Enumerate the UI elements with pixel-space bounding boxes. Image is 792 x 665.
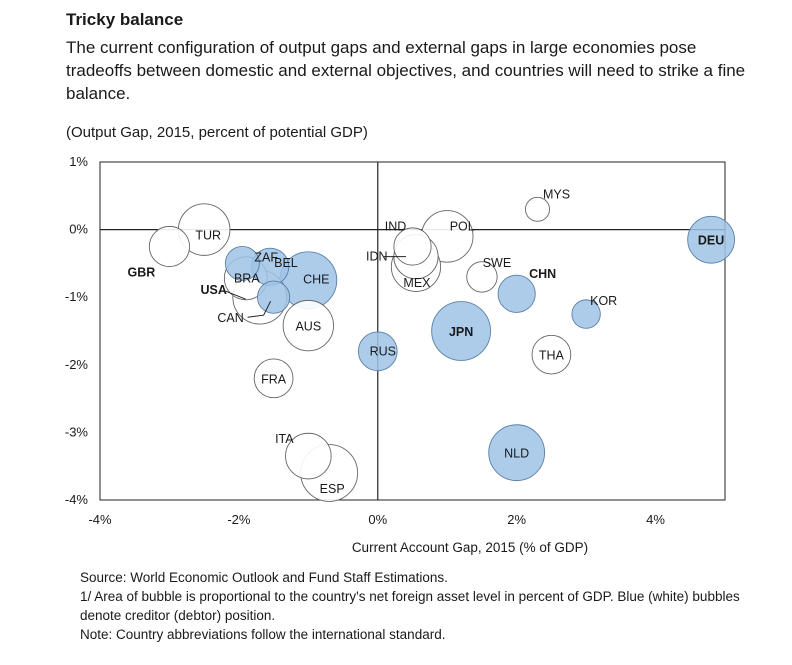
- bubble-chn: [497, 274, 536, 313]
- plot-frame: [99, 161, 726, 501]
- bubble-label-mys: MYS: [543, 187, 570, 201]
- bubble-label-can: CAN: [217, 311, 243, 325]
- bubble-can: [257, 280, 291, 314]
- bubble-mys: [525, 196, 550, 222]
- y-tick-label: -3%: [65, 424, 89, 439]
- x-tick-label: 4%: [646, 512, 665, 527]
- bubble-label-tha: THA: [539, 349, 565, 363]
- bubble-label-esp: ESP: [320, 482, 345, 496]
- axes: 1% 0% -1% -2% -3% -4% -4% -2% 0% 2% 4%: [65, 154, 725, 527]
- bubble-label-chn: CHN: [529, 267, 556, 281]
- abbreviation-note: Note: Country abbreviations follow the i…: [80, 627, 446, 642]
- bubble-label-che: CHE: [303, 272, 329, 286]
- source-note: Source: World Economic Outlook and Fund …: [80, 570, 448, 585]
- plot-border: [99, 161, 726, 501]
- y-axis-unit-note: (Output Gap, 2015, percent of potential …: [66, 124, 368, 141]
- bubble-fra: [253, 358, 294, 399]
- y-tick-label: 1%: [69, 154, 88, 169]
- x-tick-label: 0%: [368, 512, 387, 527]
- bubble-deu: [687, 215, 735, 264]
- bubble-label-swe: SWE: [483, 256, 511, 270]
- bubble-jpn: [431, 301, 492, 361]
- x-tick-label: 2%: [507, 512, 526, 527]
- x-tick-label: -4%: [88, 512, 112, 527]
- bubble-zaf: [224, 245, 260, 281]
- bubble-swe: [466, 261, 498, 293]
- leader-line-usa: [225, 290, 246, 300]
- bubble-label-zaf: ZAF: [254, 250, 278, 264]
- bubble-label-rus: RUS: [370, 344, 396, 358]
- bubble-gbr: [148, 225, 191, 268]
- y-tick-label: 0%: [69, 222, 88, 237]
- bubble-label-ita: ITA: [275, 432, 294, 446]
- bubble-ind: [393, 227, 432, 266]
- bubble-label-mex: MEX: [403, 276, 431, 290]
- bubble-label-bra: BRA: [234, 271, 260, 285]
- chart-title: Tricky balance: [66, 10, 184, 29]
- bubble-label-gbr: GBR: [128, 266, 156, 280]
- bubble-aus: [282, 299, 334, 352]
- bubble-label-deu: DEU: [698, 234, 724, 248]
- bubble-label-bel: BEL: [274, 256, 298, 270]
- y-tick-label: -4%: [65, 492, 89, 507]
- bubble-nld: [488, 424, 546, 482]
- bubble-label-tur: TUR: [195, 229, 221, 243]
- bubble-label-nld: NLD: [504, 447, 529, 461]
- bubble-label-jpn: JPN: [449, 325, 473, 339]
- bubble-kor: [571, 299, 601, 329]
- bubble-label-kor: KOR: [590, 294, 617, 308]
- footer: Source: World Economic Outlook and Fund …: [80, 568, 770, 644]
- leader-lines: [225, 256, 406, 318]
- bubble-rus: [357, 331, 398, 372]
- bubble-ita: [285, 432, 332, 480]
- leader-line-can: [247, 300, 272, 318]
- bubble-size-note: 1/ Area of bubble is proportional to the…: [80, 589, 740, 623]
- bubble-label-aus: AUS: [295, 320, 321, 334]
- bubble-chart: 1% 0% -1% -2% -3% -4% -4% -2% 0% 2% 4% GBR TUR ZAFBE…: [65, 154, 735, 555]
- y-tick-label: -2%: [65, 357, 89, 372]
- chart-subtitle: The current configuration of output gaps…: [66, 38, 746, 103]
- y-tick-label: -1%: [65, 289, 89, 304]
- x-axis-label: Current Account Gap, 2015 (% of GDP): [352, 540, 588, 555]
- bubbles: [148, 196, 735, 502]
- bubble-label-idn: IDN: [366, 250, 388, 264]
- bubble-label-fra: FRA: [261, 372, 287, 386]
- bubble-label-ind: IND: [385, 220, 407, 234]
- x-tick-label: -2%: [227, 512, 251, 527]
- bubble-label-usa: USA: [201, 283, 227, 297]
- bubble-label-pol: POL: [450, 219, 475, 233]
- bubble-tha: [531, 334, 572, 375]
